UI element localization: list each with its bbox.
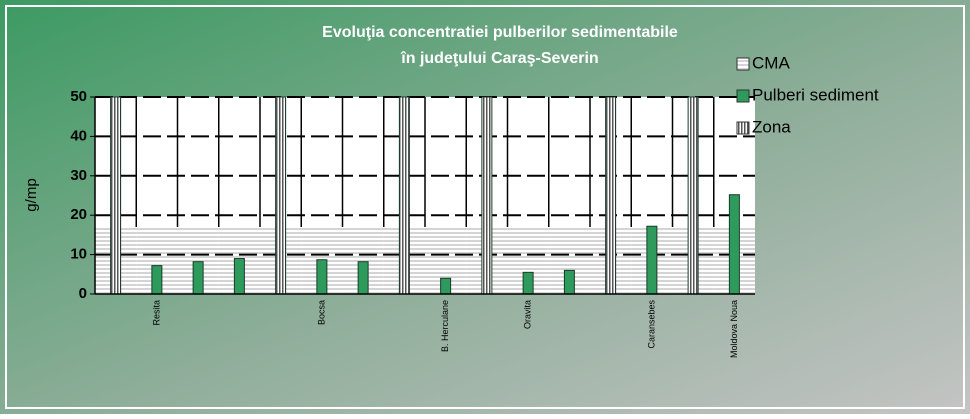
pulberi-bar bbox=[316, 259, 328, 295]
pulberi-bar bbox=[522, 271, 534, 295]
y-tick-label: 50 bbox=[70, 88, 87, 105]
legend-swatch bbox=[736, 57, 750, 71]
zona-bar bbox=[275, 96, 287, 295]
legend-label: Pulberi sediment bbox=[752, 85, 879, 104]
x-tick-label: Moldova Noua bbox=[729, 300, 739, 358]
zona-bar bbox=[687, 96, 699, 295]
y-tick-label: 20 bbox=[70, 206, 87, 223]
legend-swatch bbox=[736, 121, 750, 135]
x-tick-label: Resita bbox=[151, 300, 161, 326]
legend-swatch bbox=[736, 89, 750, 103]
y-tick-label: 0 bbox=[79, 285, 87, 302]
y-axis-label: g/mp bbox=[23, 178, 40, 211]
chart-title: Evoluţia concentratiei pulberilor sedime… bbox=[322, 24, 678, 41]
x-tick-label: Oravita bbox=[523, 300, 533, 329]
pulberi-bar bbox=[151, 265, 163, 295]
x-tick-label: Caransebes bbox=[646, 300, 656, 349]
pulberi-bar bbox=[192, 261, 204, 295]
pulberi-bar bbox=[728, 194, 740, 295]
zona-bar bbox=[605, 96, 617, 295]
zona-bar bbox=[481, 96, 493, 295]
pulberi-bar bbox=[440, 277, 452, 295]
pulberi-bar bbox=[233, 258, 245, 295]
frame bbox=[5, 5, 965, 409]
x-tick-label: Bocsa bbox=[316, 300, 326, 325]
pulberi-bar bbox=[357, 261, 369, 295]
legend-label: CMA bbox=[752, 53, 790, 72]
x-tick-label: B. Herculane bbox=[440, 300, 450, 352]
pulberi-bar bbox=[646, 225, 658, 295]
zona-bar bbox=[110, 96, 122, 295]
pulberi-bar bbox=[563, 269, 575, 295]
legend-label: Zona bbox=[752, 117, 791, 136]
zona-bar bbox=[398, 96, 410, 295]
chart-title: în judeţului Caraş-Severin bbox=[400, 50, 598, 67]
y-tick-label: 40 bbox=[70, 127, 87, 144]
y-tick-label: 10 bbox=[70, 246, 87, 263]
y-tick-label: 30 bbox=[70, 167, 87, 184]
